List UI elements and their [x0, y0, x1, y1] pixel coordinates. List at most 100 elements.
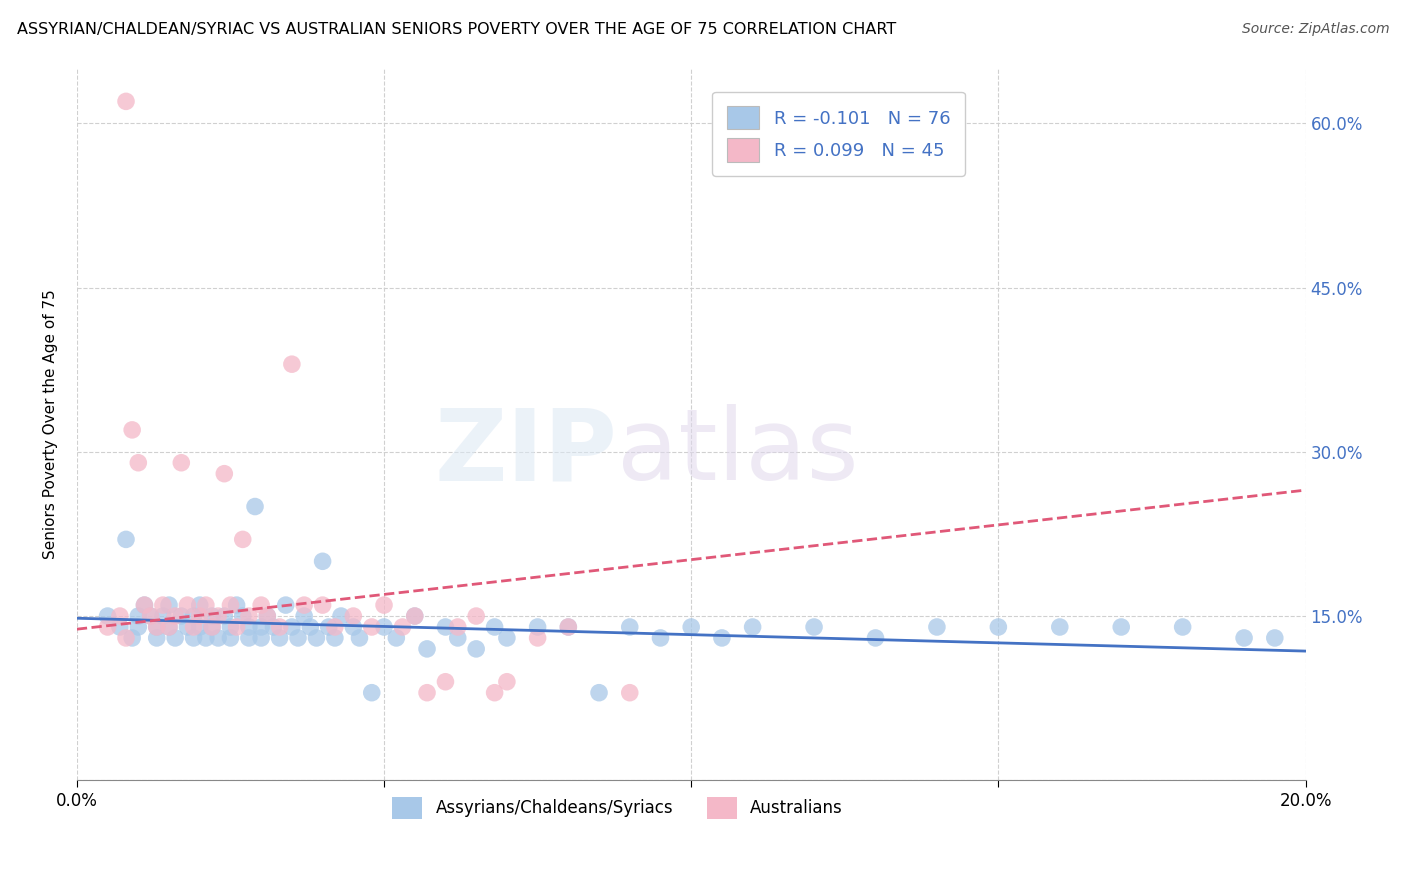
- Point: [127, 456, 149, 470]
- Point: [97, 609, 120, 624]
- Point: [201, 609, 224, 624]
- Point: [373, 620, 395, 634]
- Point: [108, 609, 131, 624]
- Point: [232, 609, 254, 624]
- Point: [865, 631, 887, 645]
- Point: [207, 609, 229, 624]
- Legend: Assyrians/Chaldeans/Syriacs, Australians: Assyrians/Chaldeans/Syriacs, Australians: [385, 790, 849, 825]
- Point: [269, 631, 291, 645]
- Point: [127, 609, 149, 624]
- Point: [165, 609, 187, 624]
- Point: [219, 620, 242, 634]
- Point: [139, 609, 162, 624]
- Point: [1049, 620, 1071, 634]
- Point: [127, 620, 149, 634]
- Point: [465, 641, 488, 656]
- Point: [232, 533, 254, 547]
- Point: [262, 620, 284, 634]
- Point: [619, 620, 641, 634]
- Point: [269, 620, 291, 634]
- Text: ASSYRIAN/CHALDEAN/SYRIAC VS AUSTRALIAN SENIORS POVERTY OVER THE AGE OF 75 CORREL: ASSYRIAN/CHALDEAN/SYRIAC VS AUSTRALIAN S…: [17, 22, 896, 37]
- Point: [557, 620, 579, 634]
- Point: [134, 598, 156, 612]
- Point: [250, 620, 273, 634]
- Point: [318, 620, 340, 634]
- Point: [465, 609, 488, 624]
- Point: [225, 620, 247, 634]
- Point: [281, 357, 304, 371]
- Text: atlas: atlas: [617, 404, 859, 501]
- Point: [292, 609, 315, 624]
- Point: [484, 686, 506, 700]
- Point: [115, 533, 138, 547]
- Point: [311, 554, 333, 568]
- Point: [238, 620, 260, 634]
- Point: [238, 631, 260, 645]
- Point: [121, 631, 143, 645]
- Point: [385, 631, 408, 645]
- Point: [115, 631, 138, 645]
- Point: [404, 609, 426, 624]
- Point: [281, 620, 304, 634]
- Point: [219, 631, 242, 645]
- Point: [214, 609, 236, 624]
- Text: Source: ZipAtlas.com: Source: ZipAtlas.com: [1241, 22, 1389, 37]
- Point: [305, 631, 328, 645]
- Point: [1264, 631, 1286, 645]
- Point: [373, 598, 395, 612]
- Point: [330, 609, 353, 624]
- Point: [526, 620, 548, 634]
- Point: [243, 500, 266, 514]
- Point: [287, 631, 309, 645]
- Point: [323, 631, 346, 645]
- Point: [152, 598, 174, 612]
- Point: [557, 620, 579, 634]
- Point: [183, 609, 205, 624]
- Point: [323, 620, 346, 634]
- Point: [360, 686, 382, 700]
- Point: [157, 620, 180, 634]
- Point: [194, 631, 217, 645]
- Point: [434, 620, 457, 634]
- Point: [250, 631, 273, 645]
- Point: [108, 620, 131, 634]
- Point: [650, 631, 672, 645]
- Point: [176, 598, 198, 612]
- Point: [925, 620, 948, 634]
- Point: [152, 609, 174, 624]
- Point: [219, 598, 242, 612]
- Point: [145, 620, 167, 634]
- Point: [588, 686, 610, 700]
- Point: [619, 686, 641, 700]
- Y-axis label: Seniors Poverty Over the Age of 75: Seniors Poverty Over the Age of 75: [44, 290, 58, 559]
- Point: [145, 620, 167, 634]
- Point: [447, 631, 470, 645]
- Point: [256, 609, 278, 624]
- Point: [225, 598, 247, 612]
- Point: [299, 620, 322, 634]
- Point: [496, 631, 519, 645]
- Point: [145, 631, 167, 645]
- Point: [176, 620, 198, 634]
- Point: [710, 631, 733, 645]
- Point: [391, 620, 413, 634]
- Point: [526, 631, 548, 645]
- Point: [170, 609, 193, 624]
- Point: [194, 598, 217, 612]
- Point: [681, 620, 703, 634]
- Point: [207, 631, 229, 645]
- Point: [121, 423, 143, 437]
- Point: [201, 620, 224, 634]
- Point: [311, 598, 333, 612]
- Point: [360, 620, 382, 634]
- Point: [1233, 631, 1256, 645]
- Point: [292, 598, 315, 612]
- Point: [987, 620, 1010, 634]
- Point: [416, 686, 439, 700]
- Point: [741, 620, 763, 634]
- Point: [157, 620, 180, 634]
- Point: [1171, 620, 1194, 634]
- Point: [404, 609, 426, 624]
- Point: [496, 674, 519, 689]
- Point: [170, 456, 193, 470]
